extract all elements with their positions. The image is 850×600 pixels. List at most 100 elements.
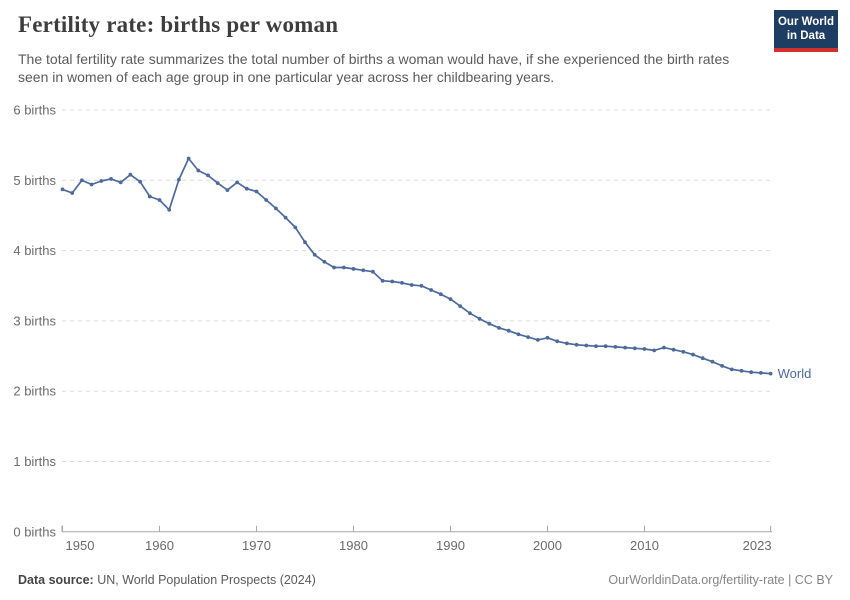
data-point[interactable] [720,364,724,368]
data-point[interactable] [749,370,754,375]
data-source-text: UN, World Population Prospects (2024) [93,573,316,587]
data-point[interactable] [729,367,734,372]
data-point[interactable] [60,187,65,192]
data-point[interactable] [671,347,676,352]
data-point[interactable] [274,206,278,211]
data-point[interactable] [642,347,647,351]
x-tick-label: 2000 [533,538,562,553]
data-point[interactable] [225,188,230,193]
data-point[interactable] [303,240,307,245]
y-tick-label: 0 births [13,524,56,539]
y-tick-label: 3 births [13,313,56,328]
data-point[interactable] [458,304,463,308]
data-point[interactable] [710,359,715,364]
x-tick-label: 2023 [743,538,772,553]
data-point[interactable] [468,311,472,316]
data-point[interactable] [691,352,695,357]
data-point[interactable] [254,189,259,194]
data-point[interactable] [118,180,123,185]
data-point[interactable] [264,198,269,202]
data-point[interactable] [662,345,666,350]
data-point[interactable] [70,191,75,195]
data-point[interactable] [196,168,201,173]
data-point[interactable] [390,279,395,284]
y-tick-label: 5 births [13,173,56,188]
y-tick-label: 4 births [13,243,56,258]
data-point[interactable] [594,344,598,349]
data-point[interactable] [128,172,133,177]
data-point[interactable] [351,267,356,271]
data-source-note: Data source: UN, World Population Prospe… [18,573,316,587]
y-tick-label: 6 births [13,103,56,118]
y-tick-label: 2 births [13,384,56,399]
data-point[interactable] [89,182,94,187]
data-point[interactable] [80,178,84,183]
x-tick-label: 1980 [339,538,368,553]
data-point[interactable] [332,265,336,270]
data-point[interactable] [497,326,501,330]
data-point[interactable] [186,156,191,161]
data-point[interactable] [409,283,414,287]
data-point[interactable] [739,368,744,373]
data-point[interactable] [157,198,162,202]
data-point[interactable] [235,180,240,185]
data-point[interactable] [438,292,443,297]
data-point[interactable] [361,268,366,273]
logo-text-line1: Our World [777,16,834,28]
data-point[interactable] [613,345,618,349]
data-point[interactable] [545,335,550,340]
data-point[interactable] [244,186,249,191]
owid-logo[interactable]: Our World in Data [774,10,838,52]
y-tick-label: 1 births [13,454,56,469]
data-point[interactable] [768,371,773,376]
data-point[interactable] [526,335,530,339]
data-point[interactable] [167,207,172,212]
data-point[interactable] [215,181,220,186]
data-point[interactable] [380,278,385,283]
data-point[interactable] [109,177,113,181]
data-point[interactable] [477,316,482,321]
data-point[interactable] [371,269,375,274]
data-point[interactable] [516,332,521,337]
data-point[interactable] [138,179,143,184]
data-point[interactable] [681,349,686,354]
data-point[interactable] [623,345,627,350]
world-series-label[interactable]: World [778,366,812,381]
data-point[interactable] [206,173,210,178]
data-point[interactable] [487,321,492,326]
data-point[interactable] [322,259,327,264]
data-point[interactable] [759,371,763,375]
data-point[interactable] [652,348,657,353]
credit-link[interactable]: OurWorldinData.org/fertility-rate | CC B… [608,573,833,587]
data-point[interactable] [584,343,589,348]
data-point[interactable] [574,342,579,347]
data-point[interactable] [603,344,608,349]
data-point[interactable] [283,215,288,220]
data-point[interactable] [555,339,560,344]
data-point[interactable] [429,288,433,292]
data-point[interactable] [99,179,104,183]
data-point[interactable] [419,283,424,288]
x-tick-label: 2010 [630,538,659,553]
data-point[interactable] [565,341,569,346]
data-point[interactable] [506,328,511,333]
x-tick-label: 1990 [436,538,465,553]
chart-subtitle: The total fertility rate summarizes the … [18,51,730,86]
data-point[interactable] [312,252,317,257]
logo-text-line2: in Data [786,30,826,43]
data-point[interactable] [448,297,453,301]
data-point[interactable] [632,346,637,351]
page-title: Fertility rate: births per woman [18,12,339,37]
data-point[interactable] [400,281,404,285]
data-point[interactable] [341,265,346,270]
x-tick-label: 1960 [145,538,174,553]
data-point[interactable] [147,194,152,199]
data-point[interactable] [535,338,540,342]
data-point[interactable] [293,225,298,230]
world-line[interactable] [61,157,772,375]
x-tick-label: 1950 [66,538,95,553]
data-point[interactable] [700,356,705,361]
x-tick-label: 1970 [242,538,271,553]
data-point[interactable] [177,177,181,182]
